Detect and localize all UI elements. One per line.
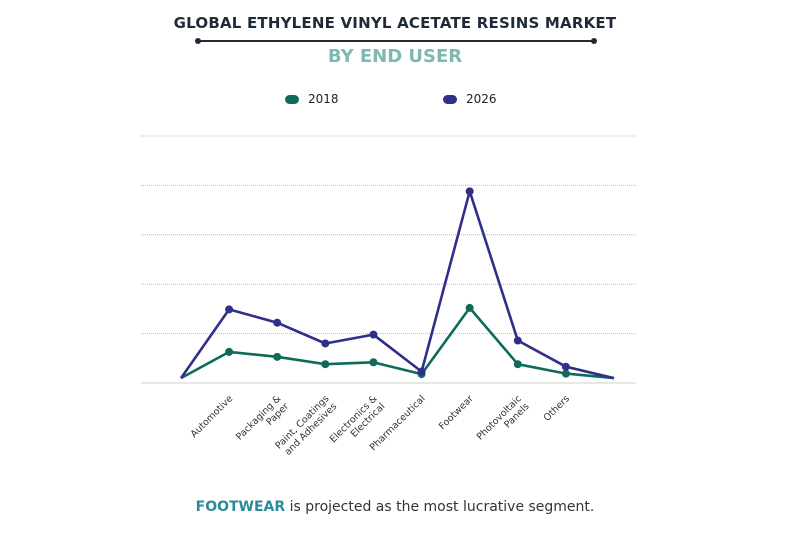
data-point-2026 <box>369 330 378 339</box>
x-tick-label: PhotovoltaicPanels <box>475 393 532 450</box>
caption: FOOTWEAR is projected as the most lucrat… <box>0 499 790 515</box>
data-point-2026 <box>273 318 282 327</box>
data-point-2018 <box>465 303 474 312</box>
series-line-2026 <box>179 190 615 380</box>
legend-item-2026: 2026 <box>443 92 497 106</box>
caption-highlight: FOOTWEAR <box>195 499 286 515</box>
legend-item-2018: 2018 <box>285 92 339 106</box>
chart-subtitle: BY END USER <box>327 46 463 67</box>
data-point-2018 <box>513 360 522 369</box>
data-point-2018 <box>321 360 330 369</box>
data-point-2018 <box>225 347 234 356</box>
x-tick-label-line: Others <box>542 393 572 423</box>
data-point-2026 <box>321 339 330 348</box>
title-underline <box>195 38 597 44</box>
x-tick-label: Automotive <box>189 393 236 440</box>
data-point-2026 <box>417 367 426 376</box>
data-point-2018 <box>273 352 282 361</box>
x-tick-label: Others <box>542 393 572 423</box>
legend: 2018 2026 <box>0 92 790 110</box>
legend-label-2026: 2026 <box>466 92 497 106</box>
data-point-2026 <box>225 305 234 314</box>
data-point-2018 <box>369 358 378 367</box>
data-point-2026 <box>465 187 474 196</box>
legend-label-2018: 2018 <box>308 92 339 106</box>
data-point-2018 <box>561 369 570 378</box>
data-point-2026 <box>513 336 522 345</box>
legend-swatch-2018 <box>285 94 299 104</box>
legend-swatch-2026 <box>443 94 457 104</box>
x-tick-label: Footwear <box>437 393 476 432</box>
underline-right-dot <box>591 38 597 44</box>
x-tick-label-line: Automotive <box>189 393 236 440</box>
chart-title: GLOBAL ETHYLENE VINYL ACETATE RESINS MAR… <box>173 14 617 32</box>
data-point-2026 <box>561 362 570 371</box>
x-tick-label-line: Footwear <box>437 393 476 432</box>
caption-text: is projected as the most lucrative segme… <box>285 499 595 515</box>
underline-left-dot <box>195 38 201 44</box>
series-line-2018 <box>180 306 615 380</box>
